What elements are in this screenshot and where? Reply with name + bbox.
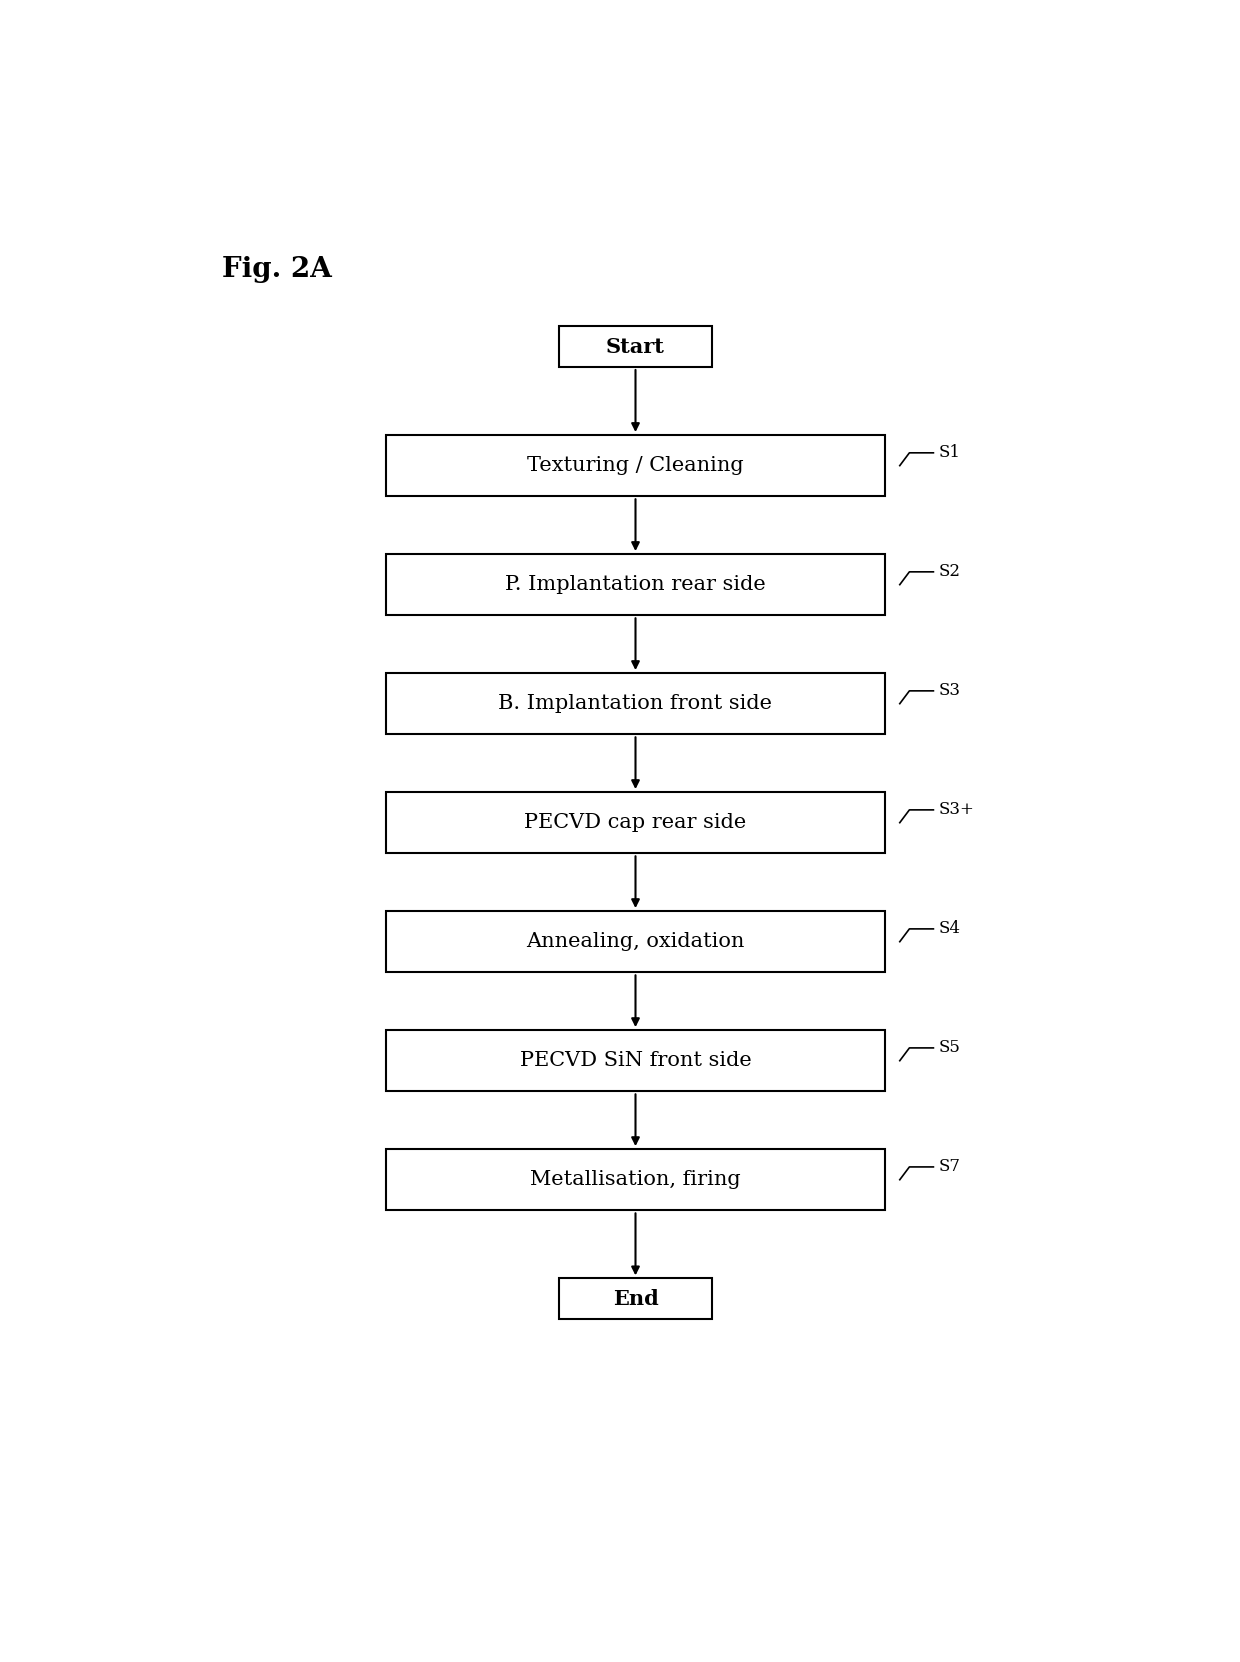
Text: S3+: S3+ [939,801,975,818]
Text: S2: S2 [939,563,960,580]
Bar [386,553,885,615]
Bar [386,793,885,853]
Text: P. Implantation rear side: P. Implantation rear side [505,575,766,593]
Text: S5: S5 [939,1039,960,1057]
Text: Start: Start [606,337,665,357]
Text: End: End [613,1288,658,1308]
Text: Annealing, oxidation: Annealing, oxidation [526,932,745,951]
Text: S1: S1 [939,444,960,462]
Bar [386,673,885,735]
Text: Texturing / Cleaning: Texturing / Cleaning [527,455,744,475]
Bar [386,1148,885,1210]
Text: Metallisation, firing: Metallisation, firing [531,1170,740,1190]
Text: S3: S3 [939,683,960,700]
Text: S4: S4 [939,921,960,937]
Text: B. Implantation front side: B. Implantation front side [498,695,773,713]
Bar [558,1278,712,1320]
Bar [386,1030,885,1092]
Text: PECVD cap rear side: PECVD cap rear side [525,813,746,833]
Bar [386,911,885,972]
Text: Fig. 2A: Fig. 2A [222,256,332,283]
Bar [558,326,712,367]
Bar [386,435,885,497]
Text: PECVD SiN front side: PECVD SiN front side [520,1050,751,1070]
Text: S7: S7 [939,1158,960,1175]
